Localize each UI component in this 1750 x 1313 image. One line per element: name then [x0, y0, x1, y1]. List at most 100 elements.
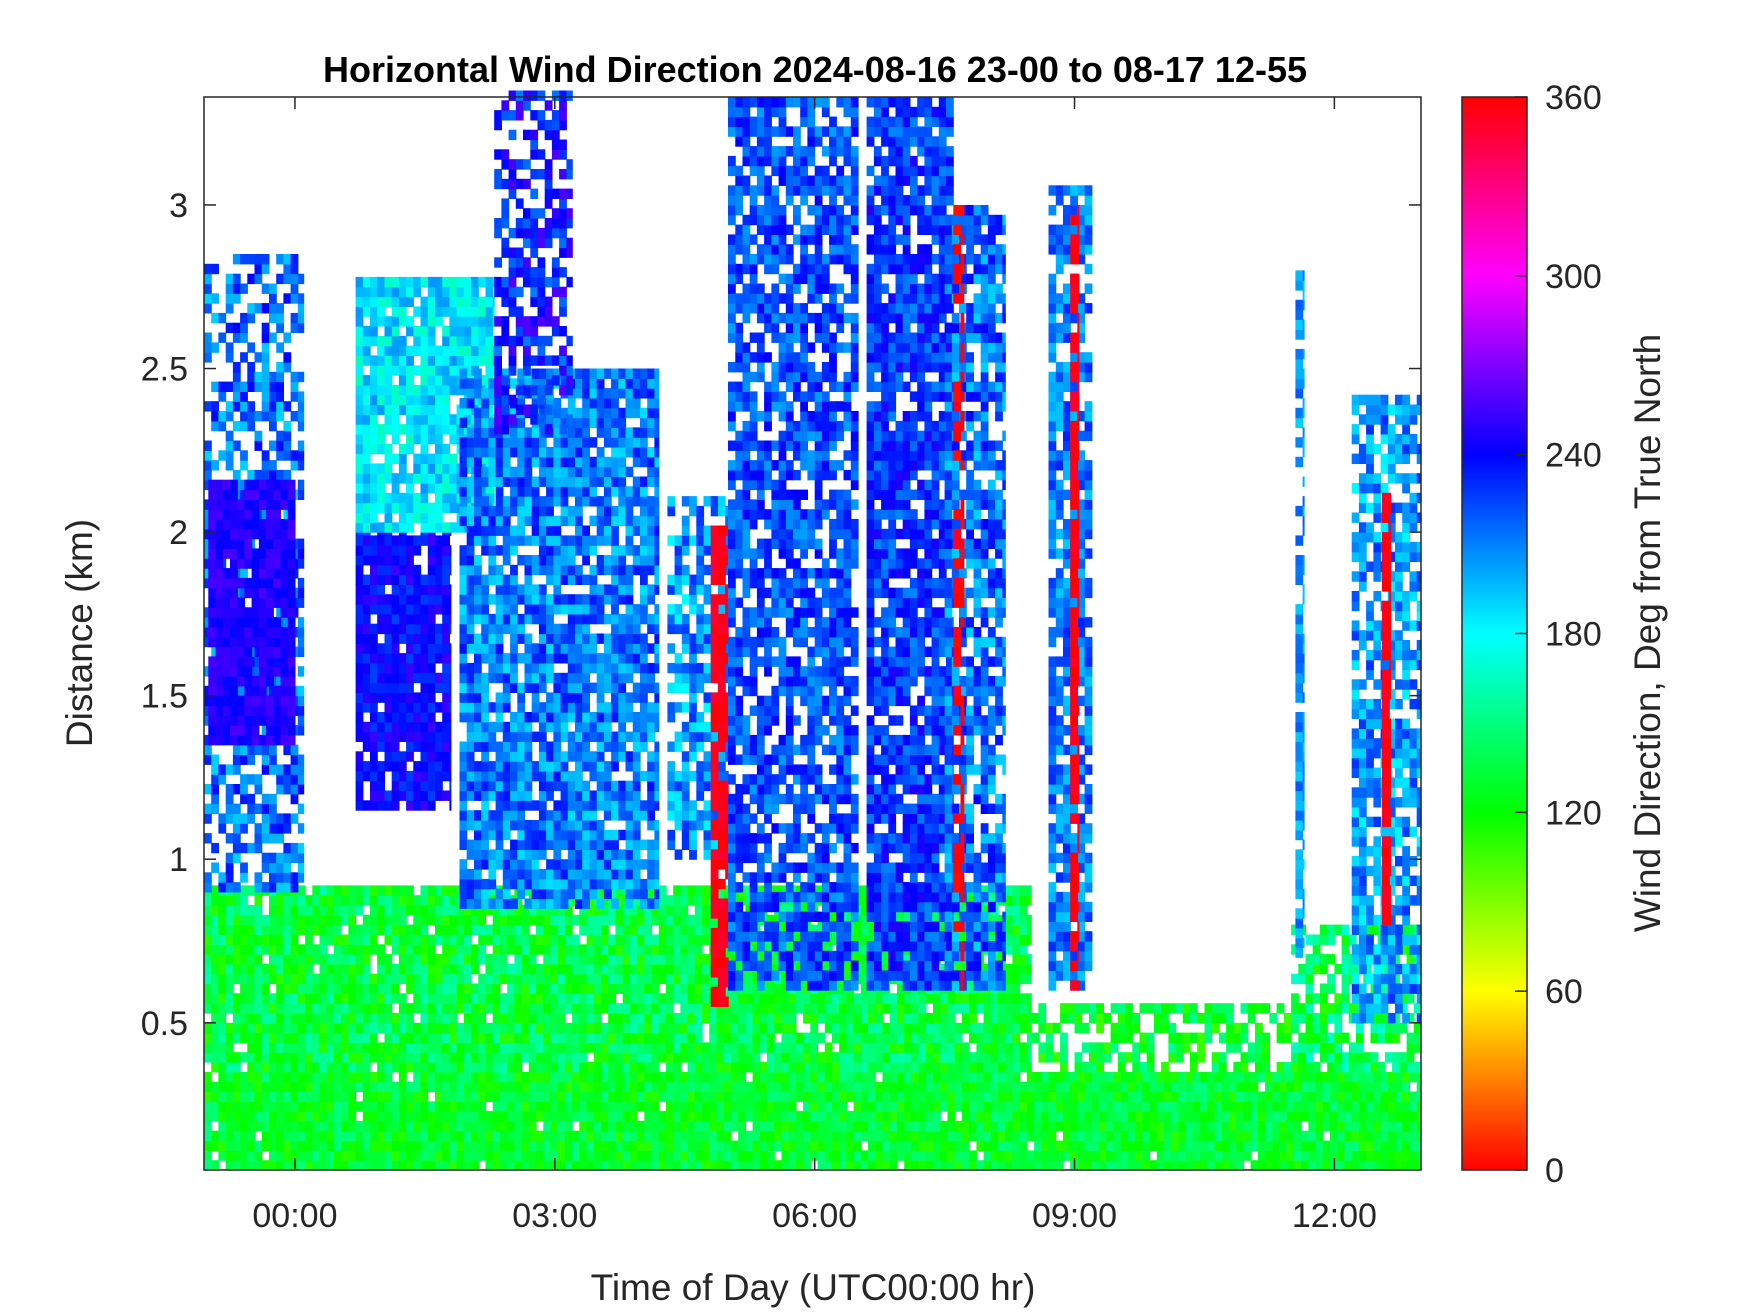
heatmap-cell [276, 1013, 284, 1024]
heatmap-cell [305, 924, 313, 935]
heatmap-cell [254, 983, 263, 994]
heatmap-cell [629, 1081, 638, 1093]
heatmap-cell [658, 895, 667, 906]
heatmap-cell [269, 954, 277, 965]
heatmap-cell [868, 1130, 876, 1142]
heatmap-cell [738, 1022, 746, 1034]
heatmap-cell [377, 1120, 385, 1132]
heatmap-cell [615, 954, 624, 965]
heatmap-cell [998, 1071, 1006, 1083]
heatmap-cell [1185, 1120, 1194, 1132]
heatmap-cell [954, 1101, 963, 1112]
heatmap-cell [1315, 1091, 1324, 1102]
heatmap-cell [355, 1042, 364, 1053]
heatmap-cell [1373, 1160, 1382, 1171]
heatmap-cell [745, 885, 754, 896]
heatmap-cell [998, 1150, 1006, 1161]
heatmap-cell [398, 914, 407, 926]
heatmap-cell [442, 1120, 450, 1132]
heatmap-cell [240, 872, 248, 883]
heatmap-cell [810, 924, 819, 935]
heatmap-cell [875, 1042, 884, 1053]
heatmap-cell [225, 813, 234, 824]
heatmap-cell [492, 905, 501, 916]
heatmap-cell [543, 1081, 552, 1093]
heatmap-cell [990, 1091, 999, 1102]
heatmap-cell [767, 993, 775, 1004]
heatmap-cell [384, 905, 393, 916]
heatmap-cell [341, 973, 349, 985]
heatmap-cell [1096, 1042, 1104, 1053]
heatmap-cell [1312, 1042, 1321, 1053]
heatmap-cell [341, 954, 349, 965]
heatmap-cell [449, 1022, 458, 1034]
heatmap-cell [261, 934, 270, 945]
heatmap-cell [1175, 1003, 1184, 1014]
heatmap-cell [940, 1081, 949, 1093]
heatmap-cell [1120, 1140, 1129, 1151]
heatmap-cell [225, 944, 234, 955]
heatmap-cell [1164, 1130, 1172, 1142]
heatmap-cell [492, 1013, 501, 1024]
heatmap-cell [471, 1091, 479, 1102]
heatmap-cell [471, 1071, 479, 1083]
heatmap-cell [232, 1022, 241, 1034]
heatmap-cell [868, 1022, 876, 1034]
heatmap-cell [1060, 1032, 1068, 1043]
heatmap-cell [622, 1091, 631, 1102]
heatmap-cell [1243, 1120, 1252, 1132]
heatmap-cell [1099, 1130, 1107, 1142]
heatmap-cell [774, 963, 782, 975]
heatmap-cell [709, 1062, 718, 1073]
heatmap-cell [969, 1081, 977, 1093]
heatmap-cell [788, 1160, 797, 1171]
heatmap-cell [273, 528, 282, 540]
heatmap-cell [211, 1062, 219, 1073]
heatmap-cell [550, 1091, 559, 1102]
heatmap-cell [333, 885, 342, 896]
heatmap-cell [449, 934, 458, 945]
heatmap-cell [1048, 1111, 1057, 1122]
heatmap-cell [435, 963, 443, 975]
heatmap-cell [305, 1032, 313, 1043]
heatmap-cell [716, 1101, 725, 1112]
heatmap-cell [1402, 1081, 1410, 1093]
heatmap-cell [615, 924, 624, 935]
heatmap-cell [232, 924, 241, 935]
heatmap-cell [680, 944, 689, 955]
heatmap-cell [442, 1150, 450, 1161]
heatmap-cell [211, 784, 219, 795]
heatmap-cell [287, 715, 296, 726]
heatmap-cell [276, 813, 284, 824]
heatmap-cell [398, 1052, 407, 1063]
heatmap-cell [1026, 1003, 1032, 1014]
heatmap-cell [333, 1042, 342, 1053]
heatmap-cell [230, 627, 238, 638]
heatmap-cell [280, 685, 289, 697]
heatmap-cell [280, 528, 289, 540]
heatmap-cell [297, 401, 305, 412]
heatmap-cell [449, 1081, 458, 1093]
heatmap-cell [629, 934, 638, 945]
heatmap-cell [1272, 1081, 1281, 1093]
heatmap-cell [716, 1140, 725, 1151]
heatmap-cell [208, 597, 217, 608]
heatmap-cell [990, 1130, 999, 1142]
heatmap-cell [925, 1081, 934, 1093]
heatmap-cell [1084, 1140, 1093, 1151]
heatmap-cell [1341, 963, 1350, 975]
heatmap-cell [774, 1003, 782, 1014]
heatmap-cell [745, 1111, 754, 1122]
heatmap-cell [237, 558, 245, 569]
heatmap-cell [471, 1130, 479, 1142]
heatmap-cell [204, 872, 212, 883]
heatmap-cell [297, 411, 305, 422]
heatmap-cell [1356, 1052, 1364, 1063]
heatmap-cell [355, 1160, 364, 1171]
heatmap-cell [1358, 1130, 1367, 1142]
heatmap-cell [514, 944, 523, 955]
heatmap-cell [297, 1150, 306, 1161]
heatmap-cell [449, 905, 458, 916]
heatmap-cell [218, 993, 227, 1004]
heatmap-cell [507, 1032, 515, 1043]
